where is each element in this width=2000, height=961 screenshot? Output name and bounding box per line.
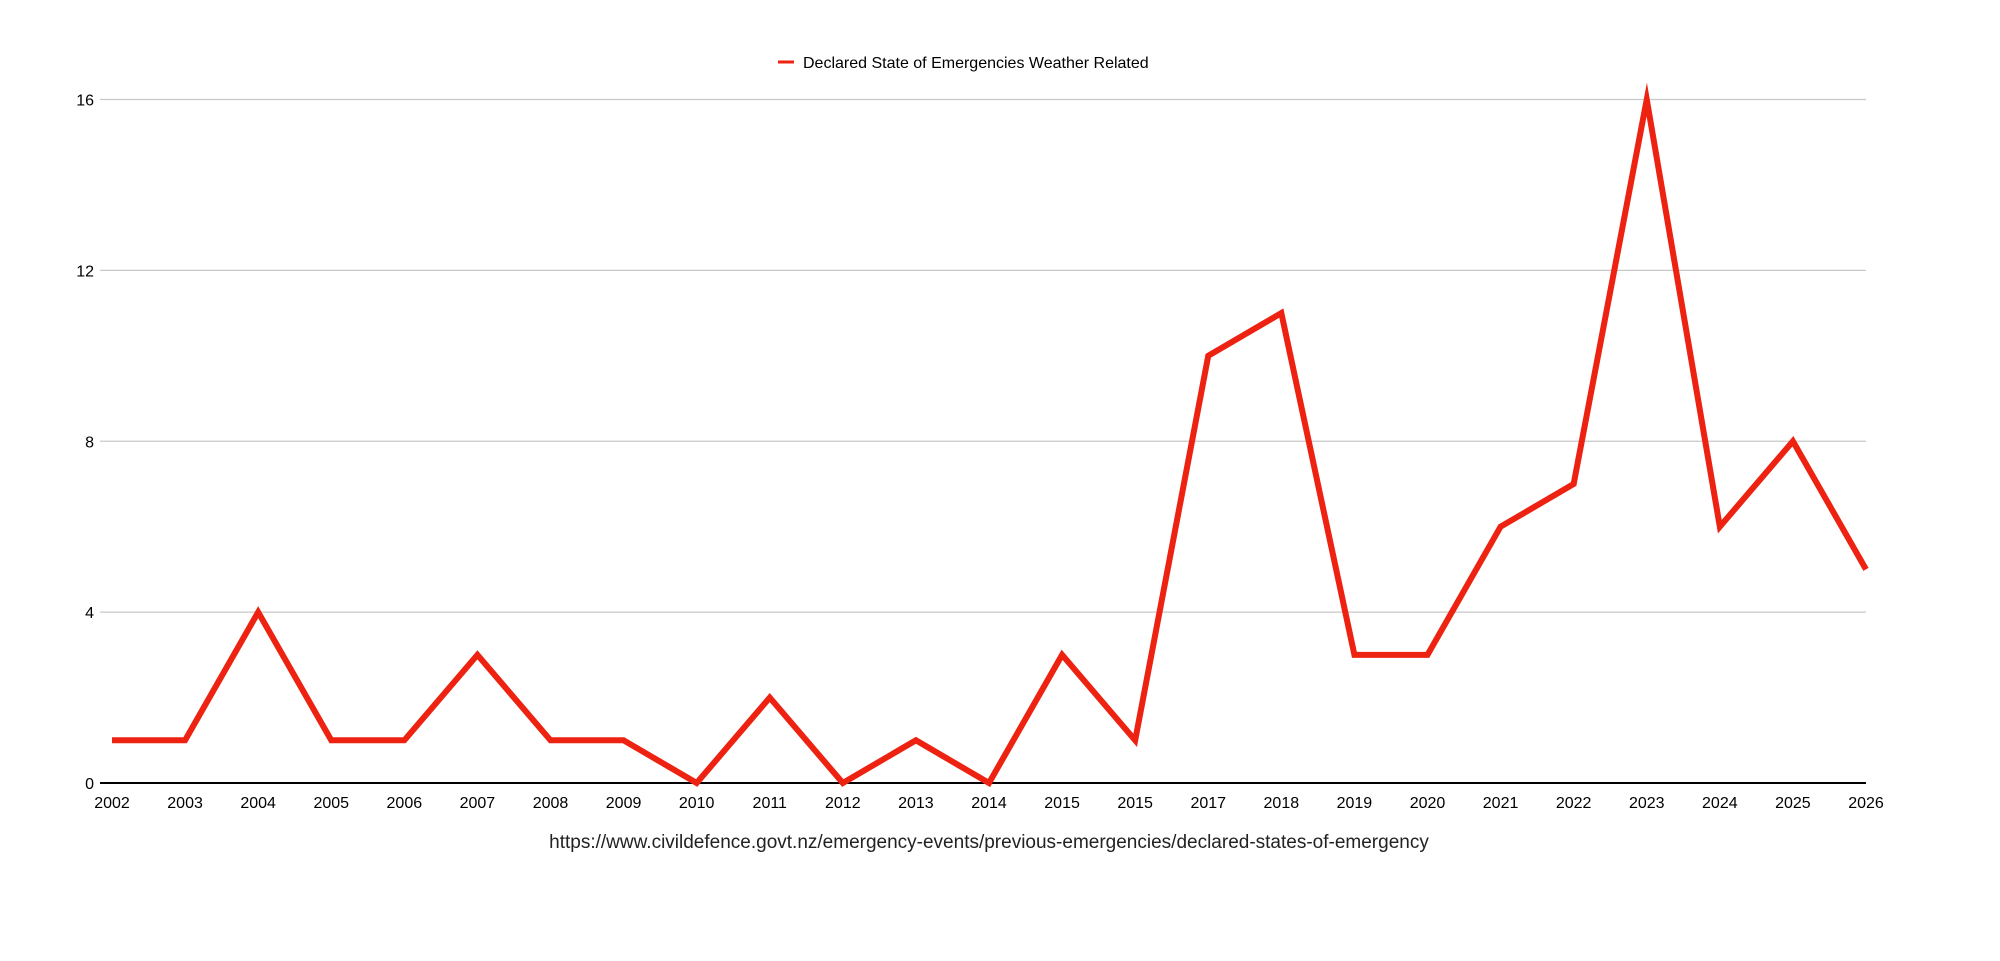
x-tick-label: 2004 (240, 795, 276, 812)
x-tick-label: 2026 (1848, 795, 1884, 812)
x-tick-label: 2015 (1117, 795, 1153, 812)
x-tick-label: 2003 (167, 795, 203, 812)
x-tick-label: 2023 (1629, 795, 1665, 812)
x-tick-label: 2017 (1190, 795, 1226, 812)
x-axis-ticks: 2002 2003 2004 2005 2006 2007 2008 2009 2010 2011… (94, 795, 1884, 812)
x-tick-label: 2006 (387, 795, 423, 812)
x-tick-label: 2021 (1483, 795, 1519, 812)
gridlines (100, 98, 1866, 613)
y-axis-ticks: 0 4 8 12 16 (76, 93, 94, 794)
x-tick-label: 2015 (1044, 795, 1080, 812)
x-tick-label: 2012 (825, 795, 861, 812)
x-tick-label: 2025 (1775, 795, 1811, 812)
x-tick-label: 2008 (533, 795, 569, 812)
y-tick-label: 8 (85, 434, 94, 451)
series-group (111, 82, 1869, 788)
x-tick-label: 2010 (679, 795, 715, 812)
x-tick-label: 2024 (1702, 795, 1738, 812)
x-tick-label: 2022 (1556, 795, 1592, 812)
x-tick-label: 2002 (94, 795, 130, 812)
x-tick-label: 2018 (1264, 795, 1300, 812)
x-tick-label: 2020 (1410, 795, 1446, 812)
legend-label: Declared State of Emergencies Weather Re… (803, 55, 1149, 72)
x-tick-label: 2007 (460, 795, 496, 812)
x-tick-label: 2009 (606, 795, 642, 812)
x-tick-label: 2011 (753, 795, 788, 812)
y-tick-label: 0 (85, 776, 94, 793)
x-tick-label: 2005 (313, 795, 349, 812)
source-url: https://www.civildefence.govt.nz/emergen… (549, 832, 1429, 853)
y-tick-label: 4 (85, 605, 94, 622)
legend: Declared State of Emergencies Weather Re… (778, 55, 1149, 72)
x-tick-label: 2019 (1337, 795, 1373, 812)
y-tick-label: 12 (76, 263, 94, 280)
x-tick-label: 2013 (898, 795, 934, 812)
y-tick-label: 16 (76, 93, 94, 110)
x-tick-label: 2014 (971, 795, 1007, 812)
